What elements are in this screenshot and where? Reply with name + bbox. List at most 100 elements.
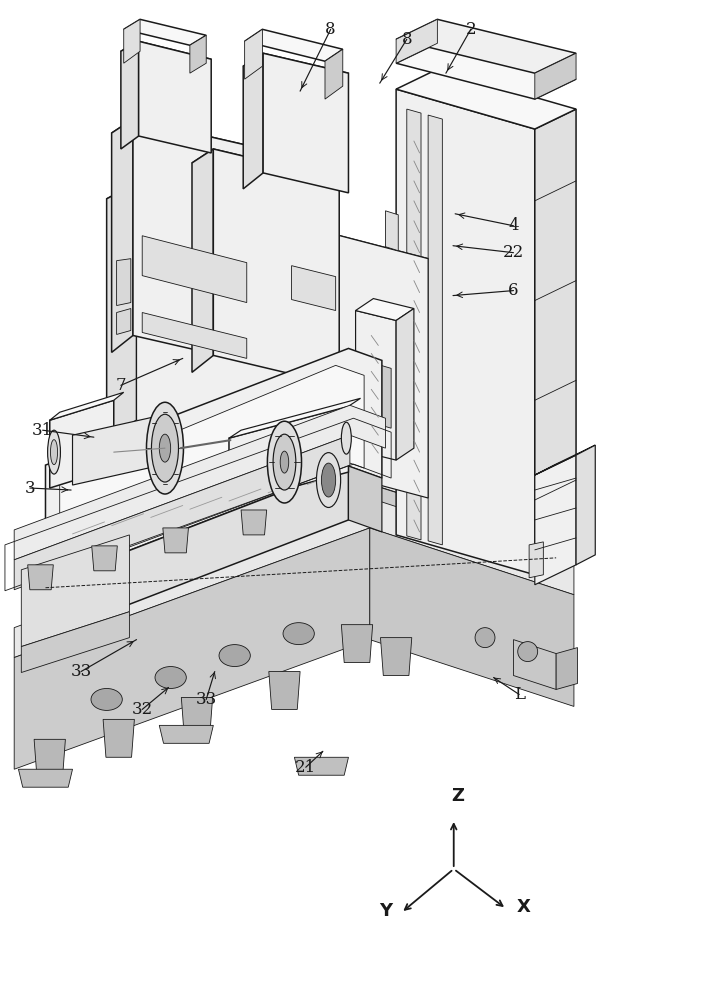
Polygon shape — [529, 542, 543, 578]
Polygon shape — [356, 299, 414, 321]
Polygon shape — [428, 115, 443, 545]
Text: 33: 33 — [196, 691, 217, 708]
Polygon shape — [513, 640, 556, 689]
Polygon shape — [121, 41, 211, 69]
Polygon shape — [139, 41, 211, 153]
Polygon shape — [21, 535, 129, 647]
Polygon shape — [142, 236, 247, 303]
Polygon shape — [268, 672, 300, 709]
Polygon shape — [357, 496, 553, 681]
Polygon shape — [535, 109, 576, 575]
Polygon shape — [73, 415, 161, 485]
Polygon shape — [396, 43, 576, 99]
Polygon shape — [46, 466, 348, 637]
Polygon shape — [124, 19, 140, 63]
Polygon shape — [357, 480, 570, 572]
Polygon shape — [535, 53, 576, 99]
Polygon shape — [34, 739, 66, 777]
Ellipse shape — [283, 623, 314, 645]
Text: Y: Y — [379, 902, 393, 920]
Polygon shape — [103, 719, 134, 757]
Polygon shape — [341, 625, 373, 663]
Polygon shape — [229, 406, 348, 504]
Text: 31: 31 — [32, 422, 54, 439]
Ellipse shape — [280, 451, 288, 473]
Polygon shape — [243, 53, 348, 86]
Polygon shape — [192, 149, 339, 193]
Polygon shape — [407, 109, 421, 540]
Text: 2: 2 — [466, 21, 476, 38]
Polygon shape — [396, 89, 535, 575]
Polygon shape — [133, 119, 263, 365]
Ellipse shape — [159, 434, 171, 462]
Polygon shape — [181, 697, 213, 735]
Polygon shape — [356, 311, 396, 460]
Text: 8: 8 — [401, 31, 412, 48]
Polygon shape — [556, 648, 578, 689]
Ellipse shape — [341, 422, 351, 454]
Polygon shape — [370, 528, 574, 706]
Polygon shape — [576, 445, 595, 565]
Polygon shape — [46, 496, 357, 739]
Text: 21: 21 — [295, 759, 316, 776]
Text: 22: 22 — [503, 244, 524, 261]
Polygon shape — [229, 398, 361, 438]
Polygon shape — [213, 149, 339, 385]
Ellipse shape — [155, 667, 186, 688]
Polygon shape — [243, 53, 263, 189]
Polygon shape — [111, 119, 263, 163]
Polygon shape — [535, 455, 576, 585]
Text: L: L — [513, 686, 525, 703]
Ellipse shape — [48, 430, 61, 474]
Ellipse shape — [518, 642, 538, 662]
Polygon shape — [50, 392, 124, 420]
Polygon shape — [159, 725, 213, 743]
Polygon shape — [60, 365, 364, 573]
Polygon shape — [21, 612, 129, 673]
Ellipse shape — [475, 628, 495, 648]
Polygon shape — [396, 309, 414, 460]
Polygon shape — [19, 769, 73, 787]
Polygon shape — [348, 466, 382, 532]
Polygon shape — [50, 400, 114, 488]
Polygon shape — [116, 309, 131, 334]
Text: 6: 6 — [508, 282, 518, 299]
Polygon shape — [14, 498, 574, 658]
Polygon shape — [14, 405, 386, 560]
Polygon shape — [535, 445, 595, 475]
Ellipse shape — [219, 645, 251, 667]
Polygon shape — [30, 448, 570, 608]
Ellipse shape — [273, 434, 296, 490]
Ellipse shape — [91, 688, 122, 710]
Polygon shape — [46, 348, 382, 583]
Polygon shape — [111, 119, 133, 352]
Polygon shape — [396, 69, 576, 129]
Polygon shape — [116, 259, 131, 306]
Text: 7: 7 — [116, 377, 126, 394]
Polygon shape — [245, 29, 263, 79]
Text: 32: 32 — [131, 701, 153, 718]
Polygon shape — [30, 480, 357, 633]
Polygon shape — [190, 35, 206, 73]
Polygon shape — [28, 565, 54, 590]
Polygon shape — [121, 41, 139, 149]
Polygon shape — [396, 19, 438, 63]
Polygon shape — [294, 757, 348, 775]
Text: X: X — [516, 898, 531, 916]
Polygon shape — [325, 49, 343, 99]
Polygon shape — [263, 53, 348, 193]
Polygon shape — [192, 149, 213, 372]
Text: 3: 3 — [24, 480, 35, 497]
Polygon shape — [163, 528, 188, 553]
Polygon shape — [91, 546, 117, 571]
Polygon shape — [386, 211, 398, 251]
Ellipse shape — [321, 463, 336, 497]
Polygon shape — [14, 528, 370, 769]
Ellipse shape — [51, 440, 58, 465]
Ellipse shape — [316, 453, 341, 507]
Polygon shape — [241, 510, 266, 535]
Text: 4: 4 — [508, 217, 519, 234]
Text: 33: 33 — [71, 663, 91, 680]
Polygon shape — [46, 468, 553, 616]
Polygon shape — [136, 183, 428, 498]
